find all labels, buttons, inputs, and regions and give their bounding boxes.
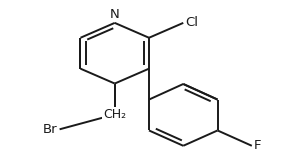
Text: F: F [254,139,262,152]
Text: Br: Br [43,123,57,136]
Text: Cl: Cl [186,16,199,29]
Text: CH₂: CH₂ [103,108,126,121]
Text: N: N [110,8,119,21]
